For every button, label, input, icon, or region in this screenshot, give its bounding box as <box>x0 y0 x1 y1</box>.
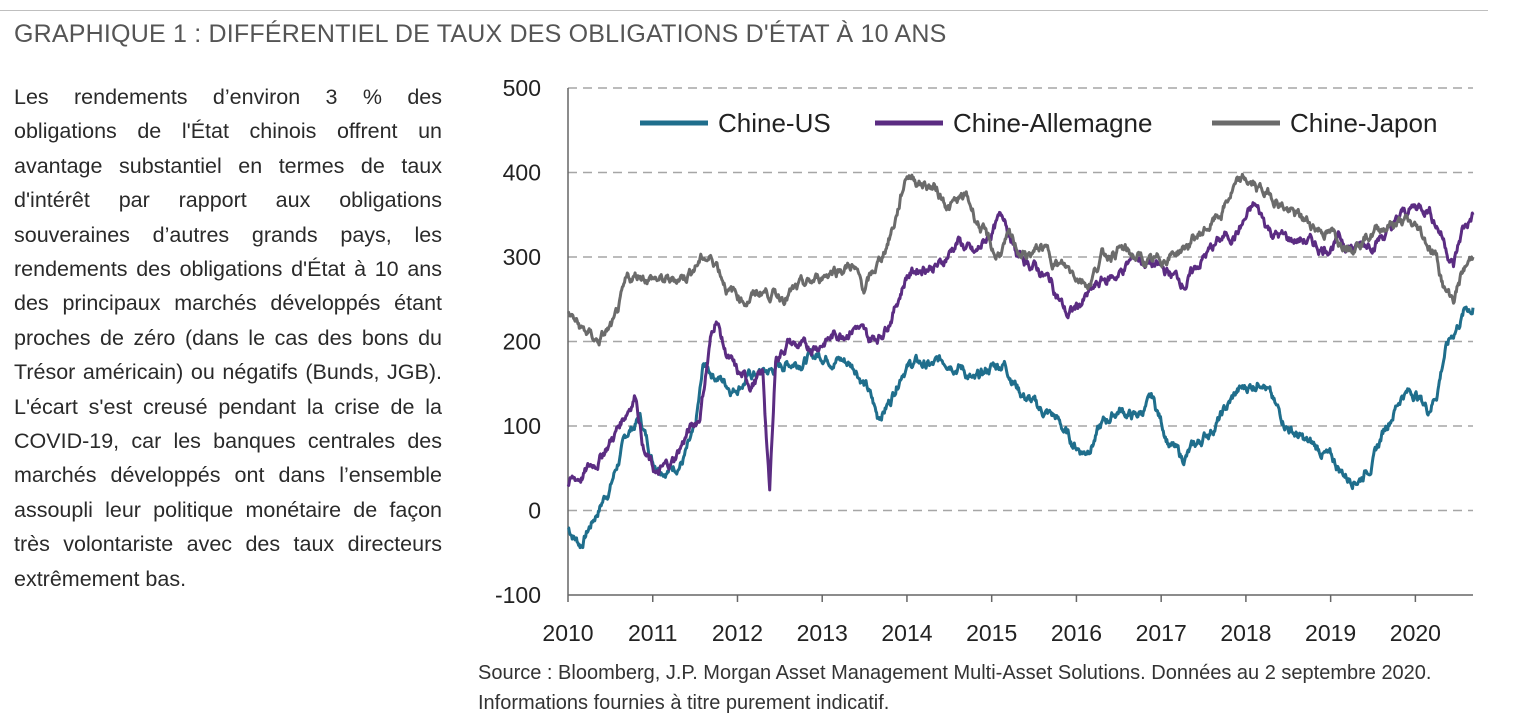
x-tick-label-2012: 2012 <box>712 620 763 646</box>
x-tick-label-2014: 2014 <box>881 620 932 646</box>
line-chart: -100 0 100 200 300 400 500 2010 2011 2012 2013 2014… <box>495 75 1475 646</box>
series-line-chine-japon <box>566 172 1475 347</box>
y-tick-label-300: 300 <box>503 244 541 270</box>
legend: Chine-US Chine-Allemagne Chine-Japon <box>640 108 1437 138</box>
x-tick-label-2010: 2010 <box>542 620 593 646</box>
source-note: Source : Bloomberg, J.P. Morgan Asset Ma… <box>478 658 1513 718</box>
x-tick-label-2019: 2019 <box>1305 620 1356 646</box>
x-tick-label-2017: 2017 <box>1136 620 1187 646</box>
x-tick-label-2016: 2016 <box>1051 620 1102 646</box>
chart-title: GRAPHIQUE 1 : DIFFÉRENTIEL DE TAUX DES O… <box>14 20 947 48</box>
series-line-chine-us <box>567 305 1475 550</box>
y-tick-label-100: 100 <box>503 413 541 439</box>
x-tick-label-2020: 2020 <box>1390 620 1441 646</box>
gridlines <box>568 87 1473 512</box>
axes: -100 0 100 200 300 400 500 2010 2011 2012 2013 2014… <box>495 75 1473 646</box>
y-tick-label-500: 500 <box>503 75 541 101</box>
source-line-1: Source : Bloomberg, J.P. Morgan Asset Ma… <box>478 662 1432 684</box>
x-tick-label-2018: 2018 <box>1220 620 1271 646</box>
x-tick-label-2013: 2013 <box>797 620 848 646</box>
y-tick-label-400: 400 <box>503 160 541 186</box>
top-rule <box>0 10 1488 11</box>
y-tick-label--100: -100 <box>495 582 541 608</box>
x-tick-label-2015: 2015 <box>966 620 1017 646</box>
series-lines <box>566 172 1475 550</box>
legend-label-chine-us: Chine-US <box>718 108 831 138</box>
source-line-2: Informations fournies à titre purement i… <box>478 692 890 714</box>
y-tick-label-200: 200 <box>503 329 541 355</box>
commentary-text: Les rendements d’environ 3 % des obligat… <box>14 85 442 591</box>
legend-label-chine-allemagne: Chine-Allemagne <box>953 108 1152 138</box>
y-tick-label-0: 0 <box>528 498 541 524</box>
x-tick-label-2011: 2011 <box>628 620 677 646</box>
legend-label-chine-japon: Chine-Japon <box>1290 108 1437 138</box>
